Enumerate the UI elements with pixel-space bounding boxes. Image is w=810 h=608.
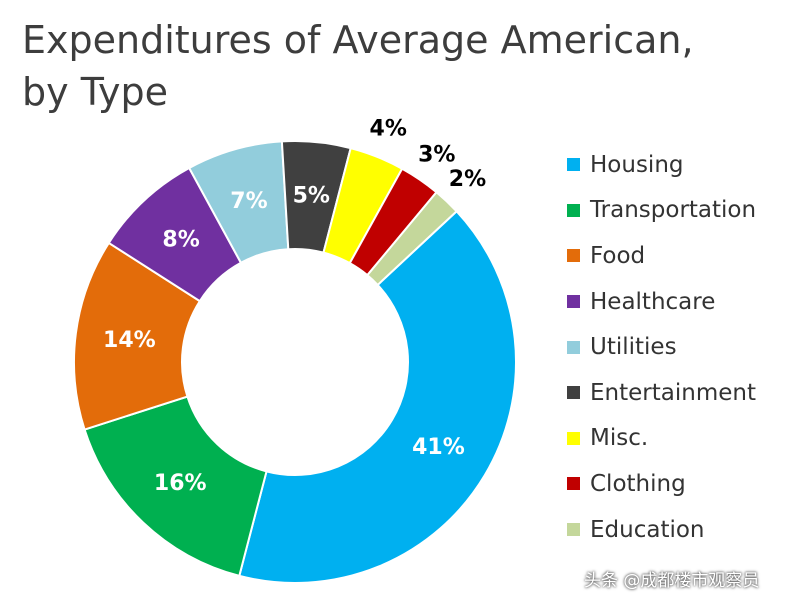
- legend-label: Utilities: [590, 334, 677, 361]
- legend-item-housing: Housing: [567, 142, 756, 188]
- legend-swatch: [567, 340, 580, 354]
- legend-swatch: [567, 158, 580, 172]
- legend-label: Entertainment: [590, 379, 756, 406]
- slice-label-transportation: 16%: [154, 471, 207, 496]
- slice-label-education: 2%: [449, 167, 486, 192]
- legend-item-clothing: Clothing: [567, 461, 756, 507]
- legend-label: Housing: [590, 151, 684, 178]
- legend-item-healthcare: Healthcare: [567, 279, 756, 325]
- legend-label: Education: [590, 516, 705, 543]
- chart-legend: Housing Transportation Food Healthcare Utili…: [567, 142, 756, 552]
- legend-label: Food: [590, 242, 646, 269]
- watermark: 头条 @成都楼市观察员: [584, 571, 760, 591]
- chart-title: Expenditures of Average American, by Typ…: [22, 18, 694, 114]
- legend-swatch: [567, 523, 580, 537]
- legend-item-transportation: Transportation: [567, 188, 756, 234]
- legend-swatch: [567, 431, 580, 445]
- slice-label-housing: 41%: [412, 435, 465, 460]
- legend-swatch: [567, 477, 580, 491]
- slice-label-misc: 4%: [370, 116, 407, 141]
- legend-item-food: Food: [567, 233, 756, 279]
- legend-item-utilities: Utilities: [567, 324, 756, 370]
- slice-label-healthcare: 8%: [162, 227, 199, 252]
- slice-label-clothing: 3%: [418, 142, 455, 167]
- legend-swatch: [567, 203, 580, 217]
- legend-item-entertainment: Entertainment: [567, 370, 756, 416]
- legend-item-misc: Misc.: [567, 416, 756, 462]
- slice-label-entertainment: 5%: [293, 183, 330, 208]
- legend-item-education: Education: [567, 507, 756, 553]
- legend-label: Clothing: [590, 470, 686, 497]
- slice-transportation: [83, 395, 268, 578]
- slice-housing: [238, 209, 517, 584]
- slice-label-utilities: 7%: [230, 189, 267, 214]
- legend-swatch: [567, 249, 580, 263]
- legend-label: Misc.: [590, 425, 649, 452]
- slice-education: [365, 190, 459, 287]
- legend-label: Transportation: [590, 197, 757, 224]
- legend-label: Healthcare: [590, 288, 716, 315]
- slice-label-food: 14%: [103, 328, 156, 353]
- legend-swatch: [567, 386, 580, 400]
- legend-swatch: [567, 295, 580, 309]
